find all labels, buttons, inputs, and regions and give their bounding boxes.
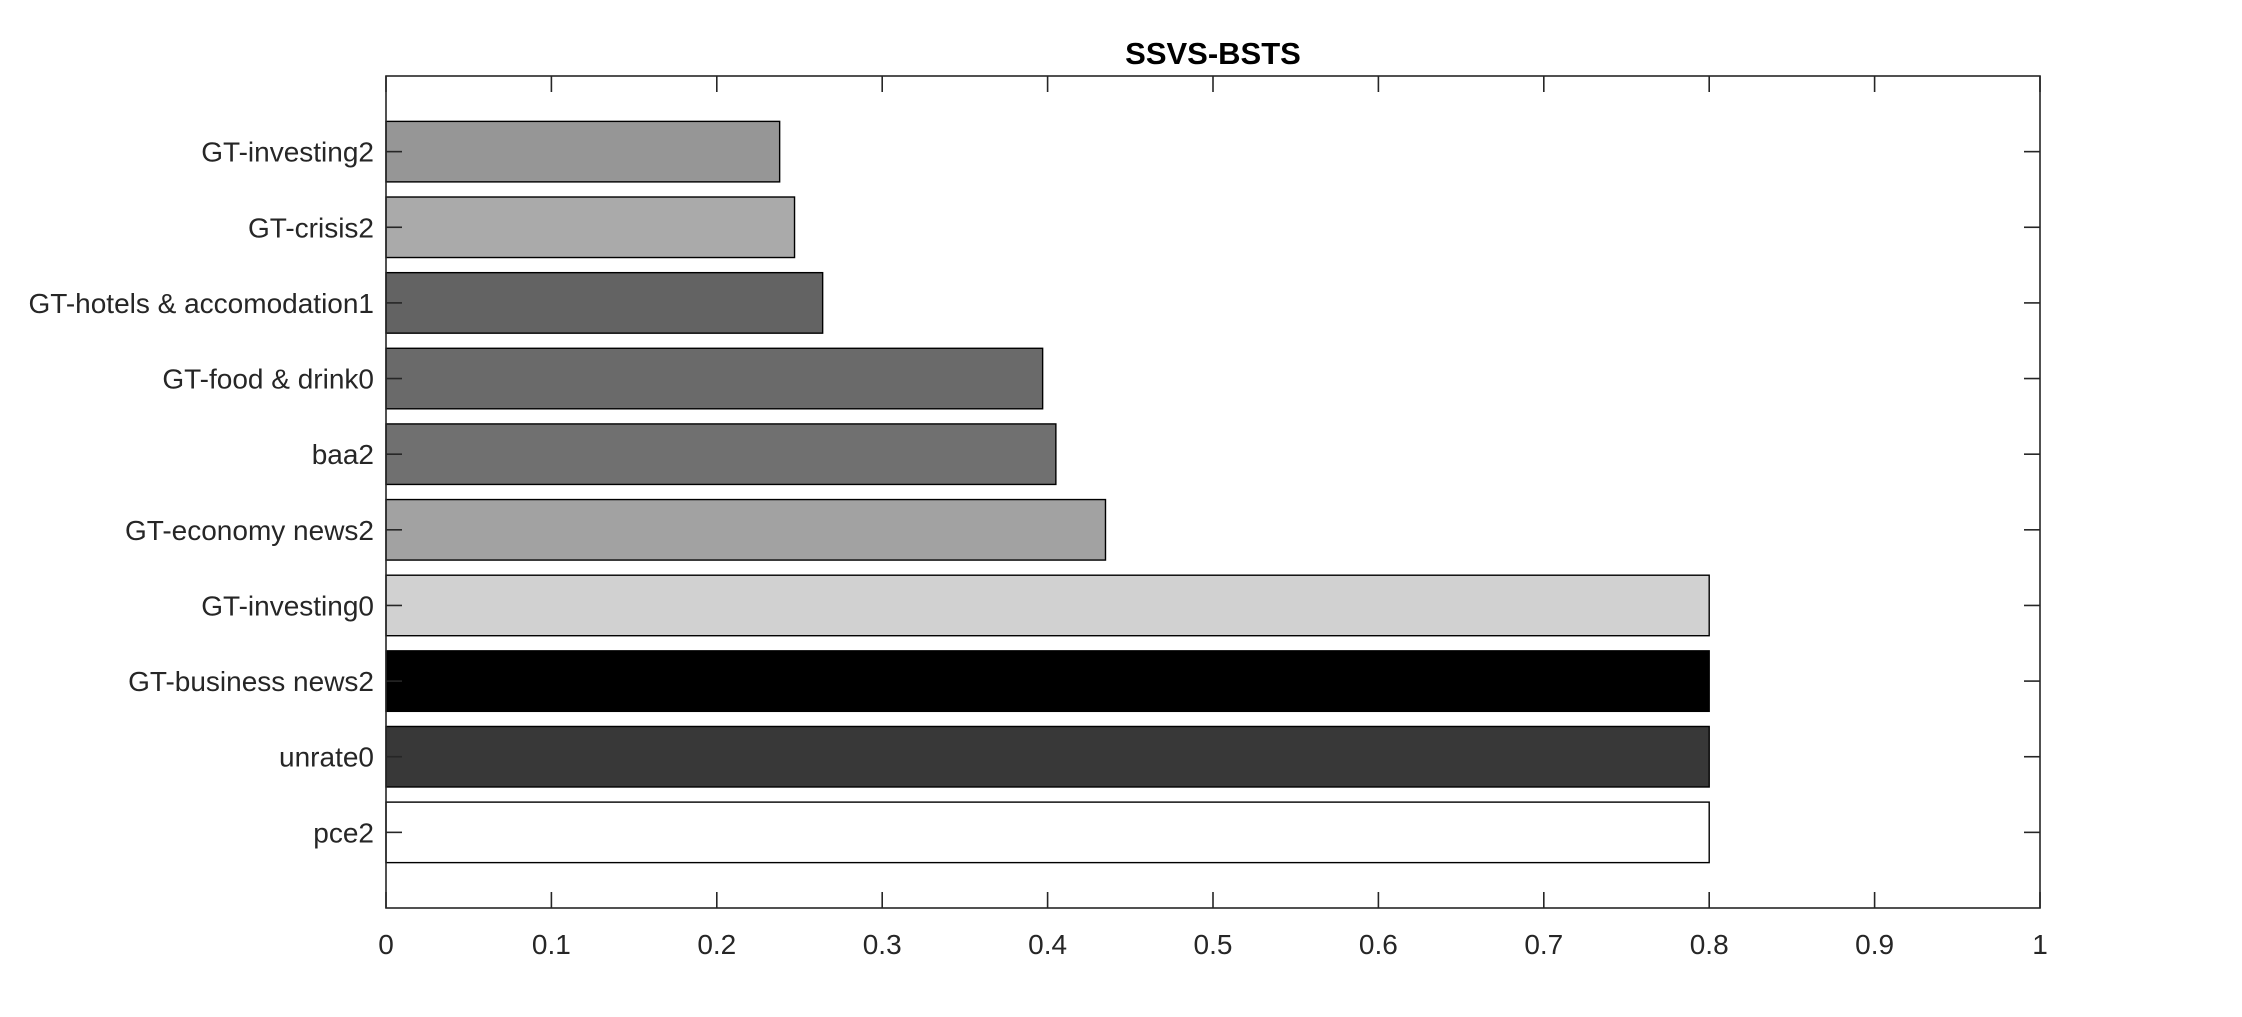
bar-10 bbox=[385, 801, 1710, 864]
x-axis-ticks: 0 0.1 0.2 0.3 0.4 0.5 0.6 0.7 0.8 0.9 1 bbox=[378, 76, 2048, 960]
y-tick-label: GT-investing2 bbox=[201, 137, 374, 168]
y-tick-label: baa2 bbox=[312, 439, 374, 470]
bars-group bbox=[385, 120, 1710, 864]
bar-2 bbox=[385, 196, 796, 259]
x-tick-label: 0.4 bbox=[1028, 929, 1067, 960]
bar-8 bbox=[385, 650, 1710, 713]
x-tick-label: 0.7 bbox=[1524, 929, 1563, 960]
x-tick-label: 0.1 bbox=[532, 929, 571, 960]
y-tick-label: GT-hotels & accomodation1 bbox=[28, 288, 374, 319]
bar-6 bbox=[385, 498, 1107, 561]
y-tick-label: GT-economy news2 bbox=[125, 515, 374, 546]
chart-title: SSVS-BSTS bbox=[1125, 36, 1301, 71]
bar-9 bbox=[385, 725, 1710, 788]
bar-7 bbox=[385, 574, 1710, 637]
x-tick-label: 1 bbox=[2032, 929, 2048, 960]
y-tick-label: GT-food & drink0 bbox=[162, 364, 374, 395]
x-tick-label: 0.9 bbox=[1855, 929, 1894, 960]
y-tick-label: GT-crisis2 bbox=[248, 212, 374, 243]
bar-3 bbox=[385, 271, 824, 334]
y-tick-label: GT-business news2 bbox=[128, 666, 374, 697]
bar-5 bbox=[385, 423, 1057, 486]
x-tick-label: 0.3 bbox=[863, 929, 902, 960]
bar-4 bbox=[385, 347, 1044, 410]
bar-1 bbox=[385, 120, 781, 183]
x-tick-label: 0.2 bbox=[697, 929, 736, 960]
y-tick-label: pce2 bbox=[313, 817, 374, 848]
y-tick-label: unrate0 bbox=[279, 742, 374, 773]
x-tick-label: 0.8 bbox=[1690, 929, 1729, 960]
x-tick-label: 0 bbox=[378, 929, 394, 960]
y-tick-label: GT-investing0 bbox=[201, 590, 374, 621]
x-tick-label: 0.5 bbox=[1194, 929, 1233, 960]
x-tick-label: 0.6 bbox=[1359, 929, 1398, 960]
y-axis-ticks: GT-investing2 GT-crisis2 GT-hotels & accom… bbox=[28, 137, 2040, 848]
